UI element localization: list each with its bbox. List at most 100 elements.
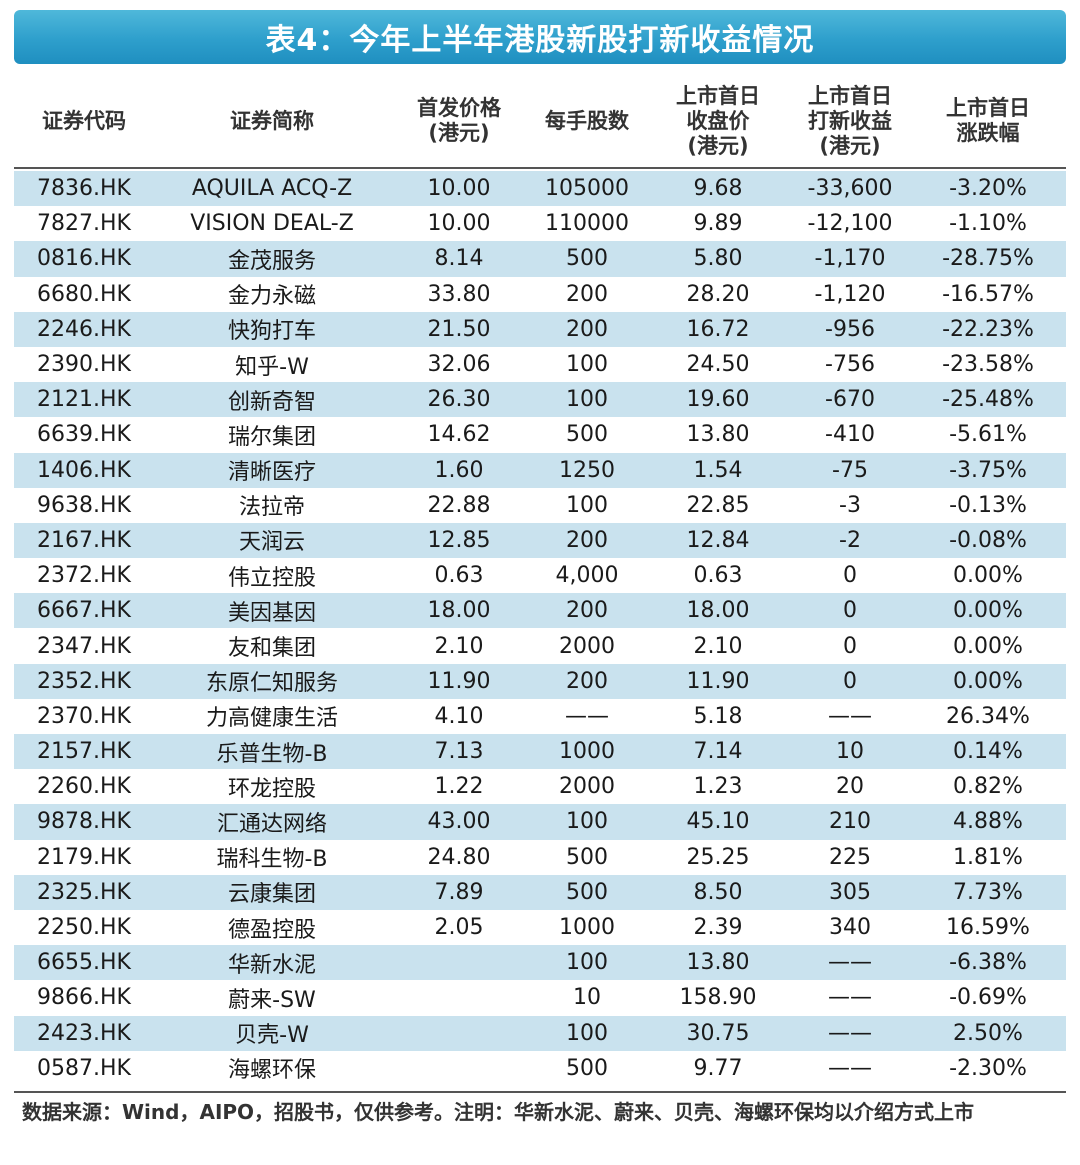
table-cell: 100 <box>566 1020 608 1046</box>
table-cell: 2260.HK <box>37 774 131 800</box>
table-cell: 9638.HK <box>37 492 131 518</box>
table-cell: 18.00 <box>686 598 750 624</box>
table-cell: 32.06 <box>427 352 491 378</box>
table-cell: 10 <box>573 985 601 1011</box>
table-cell: 0.00% <box>953 598 1023 624</box>
table-cell: 200 <box>566 316 608 342</box>
table-cell: 200 <box>566 668 608 694</box>
table-cell: -75 <box>832 457 868 483</box>
table-cell: -16.57% <box>942 281 1034 307</box>
table-cell: 汇通达网络 <box>216 811 327 837</box>
table-cell: 环龙控股 <box>227 776 316 802</box>
table-cell: 19.60 <box>686 387 750 413</box>
table-cell: 2.10 <box>693 633 743 659</box>
table-cell: 340 <box>829 915 871 941</box>
table-cell: 10.00 <box>427 211 491 237</box>
table-cell: 28.20 <box>686 281 750 307</box>
table-title-bar: 表4：今年上半年港股新股打新收益情况 <box>14 10 1066 64</box>
table-cell: 2372.HK <box>37 563 131 589</box>
table-cell: 11.90 <box>686 668 750 694</box>
table-cell: 2347.HK <box>37 633 131 659</box>
table-cell: 2325.HK <box>37 879 131 905</box>
table-cell: 2.39 <box>693 915 743 941</box>
table-cell: 1.54 <box>693 457 743 483</box>
table-cell: —— <box>828 1020 872 1046</box>
table-cell: 2179.HK <box>37 844 131 870</box>
table-cell: 0.00% <box>953 668 1023 694</box>
table-cell: 6639.HK <box>37 422 131 448</box>
table-row: 9866.HK 蔚来-SW 10 158.90 —— -0.69% <box>14 980 1066 1015</box>
column-header-line: 涨跌幅 <box>956 121 1020 145</box>
table-cell: —— <box>828 950 872 976</box>
table-cell: -0.08% <box>949 527 1027 553</box>
column-header-2: 首发价格 (港元) <box>390 96 528 146</box>
table-cell: 1250 <box>559 457 615 483</box>
table-row: 2121.HK 创新奇智 26.30 100 19.60 -670 -25.48% <box>14 382 1066 418</box>
table-cell: -3.75% <box>949 457 1027 483</box>
table-cell: -2.30% <box>949 1055 1027 1081</box>
table-cell: 1.23 <box>693 774 743 800</box>
table-row: 7827.HK VISION DEAL-Z 10.00 110000 9.89 -12,1… <box>14 206 1066 241</box>
table-cell: 5.18 <box>693 703 743 729</box>
column-header-5: 上市首日 打新收益 (港元) <box>790 84 910 159</box>
column-header-0: 证券代码 <box>14 109 154 134</box>
table-cell: 100 <box>566 809 608 835</box>
table-cell: 500 <box>566 1055 608 1081</box>
table-cell: 45.10 <box>686 809 750 835</box>
table-cell: —— <box>828 985 872 1011</box>
table-row: 1406.HK 清晰医疗 1.60 1250 1.54 -75 -3.75% <box>14 452 1066 488</box>
table-row: 2250.HK 德盈控股 2.05 1000 2.39 340 16.59% <box>14 910 1066 945</box>
table-cell: 知乎-W <box>235 354 309 380</box>
table-cell: 7.13 <box>434 739 484 765</box>
table-title: 表4：今年上半年港股新股打新收益情况 <box>265 23 815 58</box>
table-cell: 2370.HK <box>37 703 131 729</box>
table-cell: 2157.HK <box>37 739 131 765</box>
table-row: 0587.HK 海螺环保 500 9.77 —— -2.30% <box>14 1051 1066 1086</box>
table-cell: 20 <box>836 774 864 800</box>
table-row: 2325.HK 云康集团 7.89 500 8.50 305 7.73% <box>14 874 1066 910</box>
table-cell: -33,600 <box>807 176 893 202</box>
table-cell: 0816.HK <box>37 246 131 272</box>
table-cell: 金茂服务 <box>227 248 316 274</box>
column-header-line: 收盘价 <box>686 108 750 133</box>
table-cell: 2390.HK <box>37 352 131 378</box>
table-cell: 0.00% <box>953 563 1023 589</box>
table-cell: -956 <box>825 316 875 342</box>
table-cell: 华新水泥 <box>227 952 316 978</box>
table-cell: 清晰医疗 <box>227 460 316 486</box>
table-cell: AQUILA ACQ-Z <box>191 176 353 202</box>
table-cell: -2 <box>839 527 861 553</box>
table-cell: 18.00 <box>427 598 491 624</box>
column-header-line: 首发价格 <box>417 96 501 120</box>
table-row: 6639.HK 瑞尔集团 14.62 500 13.80 -410 -5.61% <box>14 417 1066 452</box>
table-cell: 0.82% <box>953 774 1023 800</box>
column-header-line: 上市首日 <box>676 83 760 108</box>
table-cell: 2.50% <box>953 1020 1023 1046</box>
table-cell: 快狗打车 <box>227 319 316 345</box>
table-cell: 4.88% <box>953 809 1023 835</box>
table-cell: 10 <box>836 739 864 765</box>
table-cell: 9.68 <box>693 176 743 202</box>
column-header-3: 每手股数 <box>528 109 646 134</box>
table-cell: 500 <box>566 246 608 272</box>
table-cell: 500 <box>566 422 608 448</box>
table-row: 9878.HK 汇通达网络 43.00 100 45.10 210 4.88% <box>14 804 1066 840</box>
table-cell: 16.59% <box>946 915 1030 941</box>
table-cell: 云康集团 <box>227 882 316 908</box>
table-cell: 0 <box>843 633 857 659</box>
table-cell: 2246.HK <box>37 316 131 342</box>
table-cell: 7836.HK <box>37 176 131 202</box>
table-cell: 友和集团 <box>227 636 316 662</box>
table-cell: —— <box>565 703 609 729</box>
table-cell: 德盈控股 <box>227 917 316 943</box>
table-cell: 金力永磁 <box>227 284 316 310</box>
table-cell: 0.00% <box>953 633 1023 659</box>
table-cell: 225 <box>829 844 871 870</box>
table-cell: 1000 <box>559 915 615 941</box>
table-cell: 2167.HK <box>37 527 131 553</box>
column-header-line: (港元) <box>687 133 749 158</box>
table-cell: 6655.HK <box>37 950 131 976</box>
table-cell: 7.89 <box>434 879 484 905</box>
table-row: 2390.HK 知乎-W 32.06 100 24.50 -756 -23.58% <box>14 347 1066 382</box>
table-cell: 2352.HK <box>37 668 131 694</box>
